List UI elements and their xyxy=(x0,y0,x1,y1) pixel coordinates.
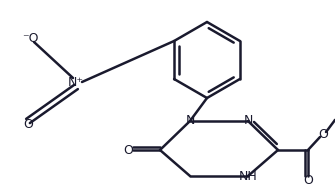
Text: N⁺: N⁺ xyxy=(68,75,84,89)
Text: N: N xyxy=(185,114,195,128)
Text: ⁻O: ⁻O xyxy=(22,31,38,45)
Text: O: O xyxy=(23,119,33,131)
Text: O: O xyxy=(318,128,328,141)
Text: O: O xyxy=(123,144,133,157)
Text: NH: NH xyxy=(239,169,257,183)
Text: N: N xyxy=(243,114,253,128)
Text: O: O xyxy=(303,174,313,186)
